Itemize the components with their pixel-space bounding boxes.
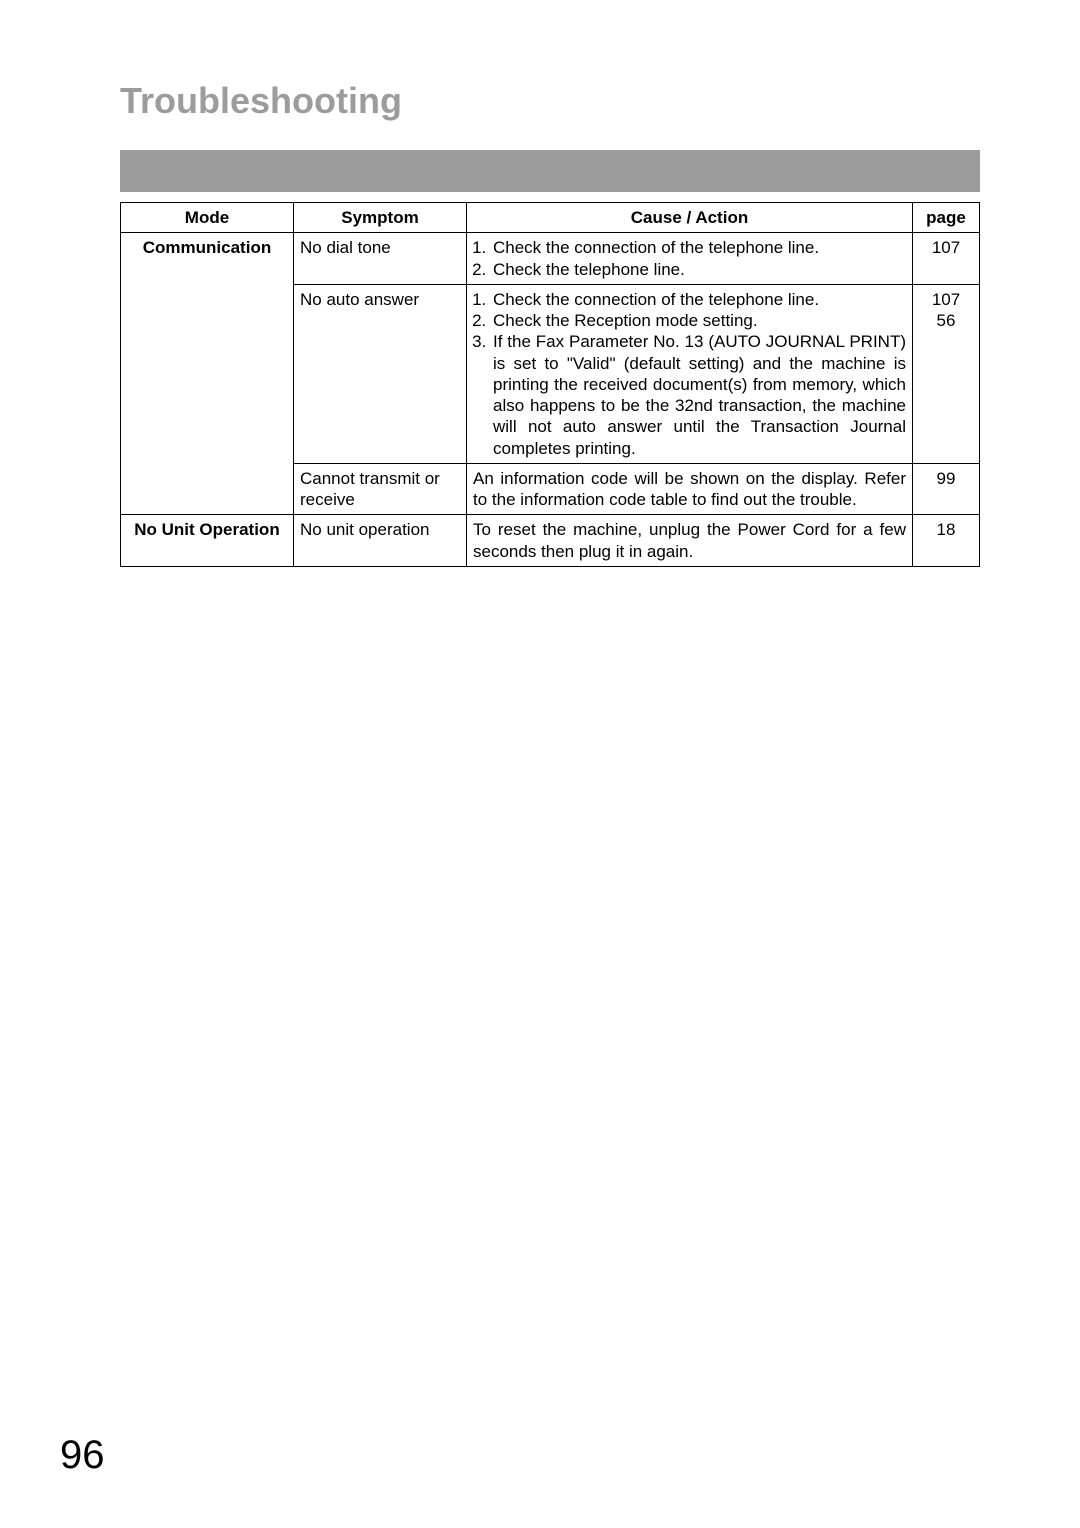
cell-page: 107 56 [913,284,980,463]
page-ref: 107 [932,238,960,257]
action-item: Check the telephone line. [491,259,906,280]
cell-action: An information code will be shown on the… [467,463,913,515]
cell-symptom: No unit operation [294,515,467,567]
cell-mode: No Unit Operation [121,515,294,567]
table-row: No Unit Operation No unit operation To r… [121,515,980,567]
cell-page: 99 [913,463,980,515]
col-header-page: page [913,203,980,233]
troubleshooting-table: Mode Symptom Cause / Action page Communi… [120,202,980,567]
table-header-row: Mode Symptom Cause / Action page [121,203,980,233]
page-ref: 18 [937,520,956,539]
cell-symptom: No auto answer [294,284,467,463]
document-page: Troubleshooting Mode Symptom Cause / Act… [0,0,1080,1528]
page-number: 96 [60,1433,105,1478]
page-ref: 99 [937,469,956,488]
page-ref: 56 [937,311,956,330]
cell-action: To reset the machine, unplug the Power C… [467,515,913,567]
col-header-mode: Mode [121,203,294,233]
cell-page: 107 [913,233,980,285]
cell-action: Check the connection of the telephone li… [467,284,913,463]
col-header-symptom: Symptom [294,203,467,233]
action-text: If the Fax Parameter No. 13 (AUTO JOURNA… [493,332,906,457]
page-ref: 107 [932,290,960,309]
cell-symptom: Cannot transmit or receive [294,463,467,515]
action-item: Check the connection of the telephone li… [491,289,906,310]
action-item: Check the connection of the telephone li… [491,237,906,258]
col-header-action: Cause / Action [467,203,913,233]
cell-mode: Communication [121,233,294,515]
page-title: Troubleshooting [120,80,980,122]
cell-page: 18 [913,515,980,567]
cell-symptom: No dial tone [294,233,467,285]
action-item: Check the Reception mode setting. [491,310,906,331]
cell-action: Check the connection of the telephone li… [467,233,913,285]
table-row: Communication No dial tone Check the con… [121,233,980,285]
section-bar [120,150,980,192]
action-item: If the Fax Parameter No. 13 (AUTO JOURNA… [491,331,906,459]
